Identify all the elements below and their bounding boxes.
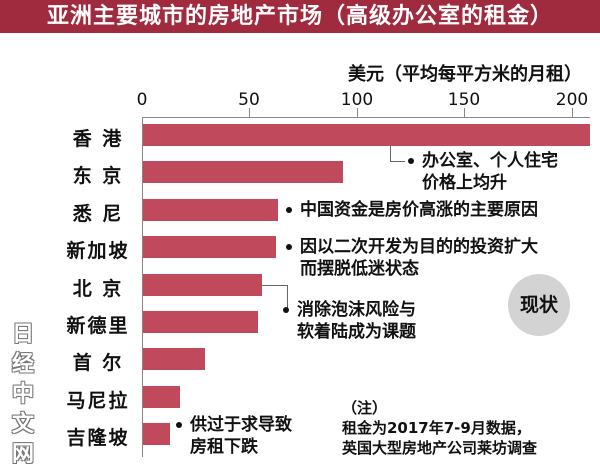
city-label-hongkong: 香 港: [72, 128, 124, 150]
annotation-singapore: 因以二次开发为目的的投资扩大 而摆脱低迷状态: [286, 236, 538, 280]
bar-sydney: [143, 199, 278, 221]
bar-tokyo: [143, 161, 343, 183]
bar-kualalumpur: [143, 423, 170, 445]
bar-newdelhi: [143, 311, 258, 333]
tick-label-0: 0: [136, 90, 148, 110]
x-axis-line: [142, 117, 590, 118]
bullet-icon: [408, 158, 414, 164]
bar-beijing: [143, 274, 262, 296]
bullet-icon: [286, 244, 292, 250]
status-badge: 现状: [508, 274, 570, 336]
connector-line: [262, 285, 288, 311]
city-label-tokyo: 东 京: [72, 165, 124, 187]
tick-label-150: 150: [447, 90, 481, 110]
footnote: （注） 租金为2017年7-9月数据， 英国大型房地产公司莱坊调查: [342, 399, 538, 457]
tick-label-200: 200: [555, 90, 589, 110]
city-label-seoul: 首 尔: [72, 352, 124, 374]
tick-label-100: 100: [340, 90, 374, 110]
city-label-kualalumpur: 吉隆坡: [66, 427, 130, 449]
bullet-icon: [283, 307, 289, 313]
city-label-manila: 马尼拉: [66, 390, 130, 412]
axis-unit-label: 美元（平均每平方米的月租）: [348, 64, 582, 85]
bar-hongkong: [143, 124, 590, 146]
chart-title: 亚洲主要城市的房地产市场（高级办公室的租金）: [0, 0, 600, 33]
city-label-beijing: 北 京: [72, 278, 124, 300]
connector-line: [390, 146, 405, 162]
tick-mark: [572, 108, 573, 118]
y-axis-line: [142, 117, 143, 457]
city-label-newdelhi: 新德里: [66, 315, 130, 337]
annotation-kualalumpur: 供过于求导致 房租下跌: [176, 414, 292, 458]
bar-seoul: [143, 348, 205, 370]
bullet-icon: [176, 422, 182, 428]
tick-mark: [357, 108, 358, 118]
annotation-sydney: 中国资金是房价高涨的主要原因: [286, 199, 538, 221]
tick-mark: [249, 108, 250, 118]
annotation-hongkong: 办公室、个人住宅 价格上均升: [408, 150, 558, 194]
bar-manila: [143, 386, 180, 408]
annotation-beijing: 消除泡沫风险与 软着陆成为课题: [283, 299, 416, 343]
bullet-icon: [286, 207, 292, 213]
tick-mark: [464, 108, 465, 118]
city-label-sydney: 悉 尼: [72, 203, 124, 225]
watermark: 日 经 中 文 网: [11, 322, 34, 467]
bar-singapore: [143, 236, 276, 258]
tick-label-50: 50: [238, 90, 260, 110]
city-label-singapore: 新加坡: [66, 240, 130, 262]
